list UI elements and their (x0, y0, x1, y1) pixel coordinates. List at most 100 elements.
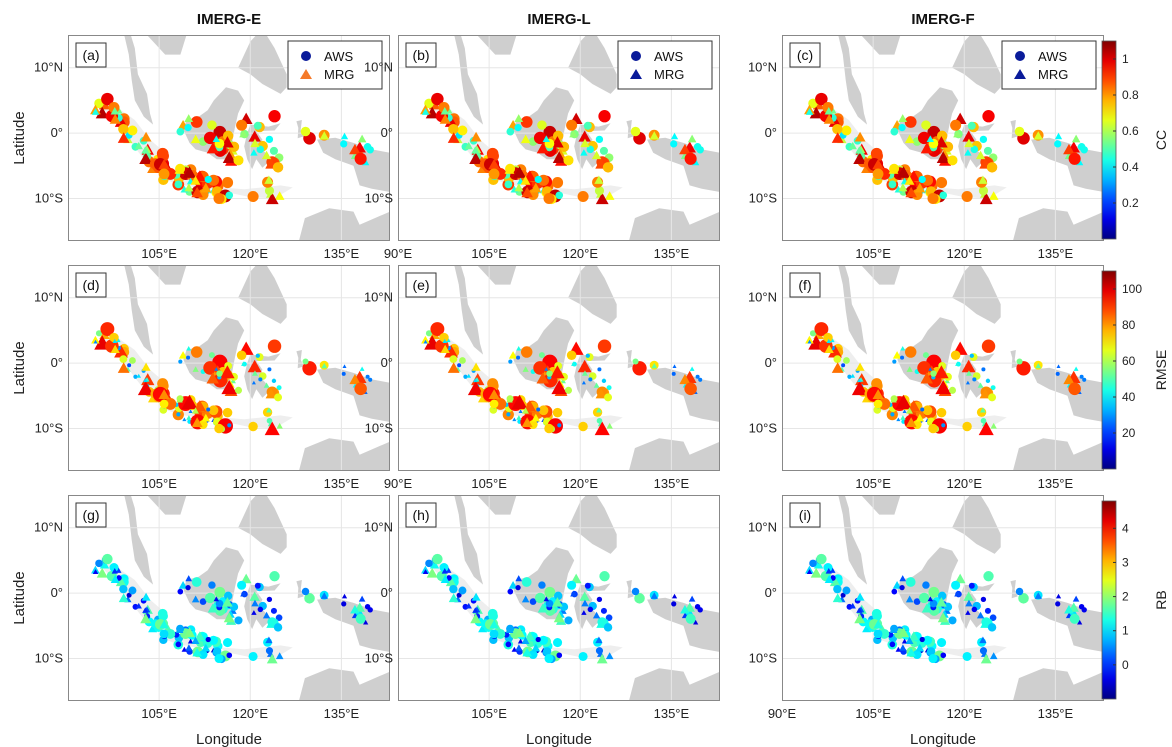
aws-station-marker (529, 598, 537, 605)
aws-station-marker (354, 382, 367, 396)
mrg-station-marker (900, 415, 906, 420)
y-tick-label: 10°N (364, 520, 393, 535)
aws-station-marker (694, 604, 701, 610)
aws-station-marker (983, 571, 994, 582)
mrg-station-marker (593, 382, 600, 388)
aws-station-marker (234, 386, 243, 394)
legend-box (287, 40, 383, 90)
aws-station-marker (870, 147, 883, 160)
mrg-station-marker (980, 653, 992, 664)
aws-station-marker (269, 146, 278, 155)
legend-mrg-label: MRG (1038, 67, 1068, 82)
aws-station-marker (600, 607, 607, 614)
mrg-station-marker (1071, 134, 1081, 143)
aws-station-marker (922, 405, 933, 416)
aws-station-marker (928, 586, 940, 598)
aws-station-marker (233, 155, 244, 166)
mrg-station-marker (1035, 362, 1042, 369)
mrg-station-marker (185, 575, 193, 582)
y-tick-label: 0° (51, 355, 63, 370)
mrg-station-marker (341, 593, 348, 599)
aws-station-marker (922, 352, 929, 359)
aws-station-marker (176, 127, 185, 136)
aws-station-marker (671, 601, 677, 607)
aws-station-marker (1055, 371, 1060, 376)
mrg-station-marker (516, 346, 522, 351)
mrg-station-marker (187, 638, 194, 644)
aws-station-marker (159, 629, 169, 639)
mrg-station-marker (892, 580, 902, 589)
aws-station-marker (190, 346, 203, 358)
mrg-station-marker (513, 166, 527, 178)
aws-station-marker (264, 186, 275, 196)
mrg-station-marker (250, 138, 260, 148)
panel-label: (g) (82, 507, 99, 523)
mrg-station-marker (445, 576, 457, 587)
mrg-station-marker (110, 107, 119, 115)
aws-station-marker (269, 571, 280, 582)
mrg-station-marker (193, 400, 207, 412)
mrg-station-marker (240, 590, 247, 597)
mrg-station-marker (976, 611, 985, 619)
aws-station-marker (505, 163, 516, 174)
aws-station-marker (584, 582, 591, 589)
y-tick-label: 10°S (749, 420, 778, 435)
aws-station-marker (449, 355, 458, 364)
mrg-station-marker (221, 136, 234, 148)
aws-station-marker (1082, 377, 1087, 382)
mrg-station-marker (470, 131, 482, 142)
colorbar-tick-label: 40 (1122, 390, 1136, 404)
aws-station-marker (685, 613, 696, 624)
aws-station-marker (843, 357, 850, 364)
mrg-station-marker (672, 364, 677, 368)
colorbar-tick-label: 20 (1122, 426, 1136, 440)
panel-label-box (75, 42, 107, 68)
aws-station-marker (208, 581, 216, 589)
aws-station-marker (302, 361, 317, 376)
aws-station-marker (534, 175, 542, 184)
mrg-station-marker (349, 143, 361, 155)
mrg-station-marker (594, 175, 604, 184)
mrg-station-marker (595, 192, 609, 205)
aws-station-marker (631, 587, 640, 596)
aws-station-marker (129, 357, 136, 364)
mrg-station-marker (596, 619, 606, 628)
mrg-station-marker (935, 380, 952, 395)
land-shape (628, 438, 720, 471)
mrg-station-marker (571, 361, 577, 366)
land-shape (1012, 668, 1104, 701)
land-shape (296, 350, 304, 369)
x-tick-label: 105°E (855, 706, 891, 721)
x-tick-label: 120°E (946, 246, 982, 261)
mrg-station-marker (606, 422, 613, 429)
aws-station-marker (552, 130, 564, 142)
aws-station-marker (566, 119, 578, 131)
mrg-station-marker (580, 138, 590, 148)
mrg-station-marker (512, 417, 517, 422)
aws-station-marker (214, 653, 224, 664)
mrg-station-marker (363, 619, 369, 625)
aws-station-marker (1068, 382, 1081, 396)
aws-station-marker (979, 647, 988, 655)
land-shape (477, 35, 517, 55)
mrg-station-marker (551, 136, 564, 148)
aws-station-marker (969, 353, 974, 358)
aws-station-marker (521, 577, 532, 587)
colorbar: 20 40 60 80 100 RMSE (1101, 270, 1169, 470)
aws-station-marker (127, 363, 132, 368)
aws-station-marker (599, 146, 608, 155)
mrg-station-marker (207, 603, 218, 613)
mrg-station-marker (222, 151, 236, 164)
mrg-station-marker (905, 595, 914, 603)
mrg-station-marker (464, 141, 473, 150)
y-tick-label: 0° (765, 585, 777, 600)
aws-station-marker (872, 168, 884, 180)
aws-station-marker (602, 162, 614, 173)
y-tick-label: 10°N (364, 60, 393, 75)
aws-station-marker (1078, 604, 1085, 610)
aws-station-marker (984, 607, 991, 614)
panel-label-box (75, 502, 107, 528)
mrg-station-marker (806, 569, 813, 575)
mrg-station-marker (595, 636, 603, 644)
mrg-station-marker (688, 595, 696, 602)
